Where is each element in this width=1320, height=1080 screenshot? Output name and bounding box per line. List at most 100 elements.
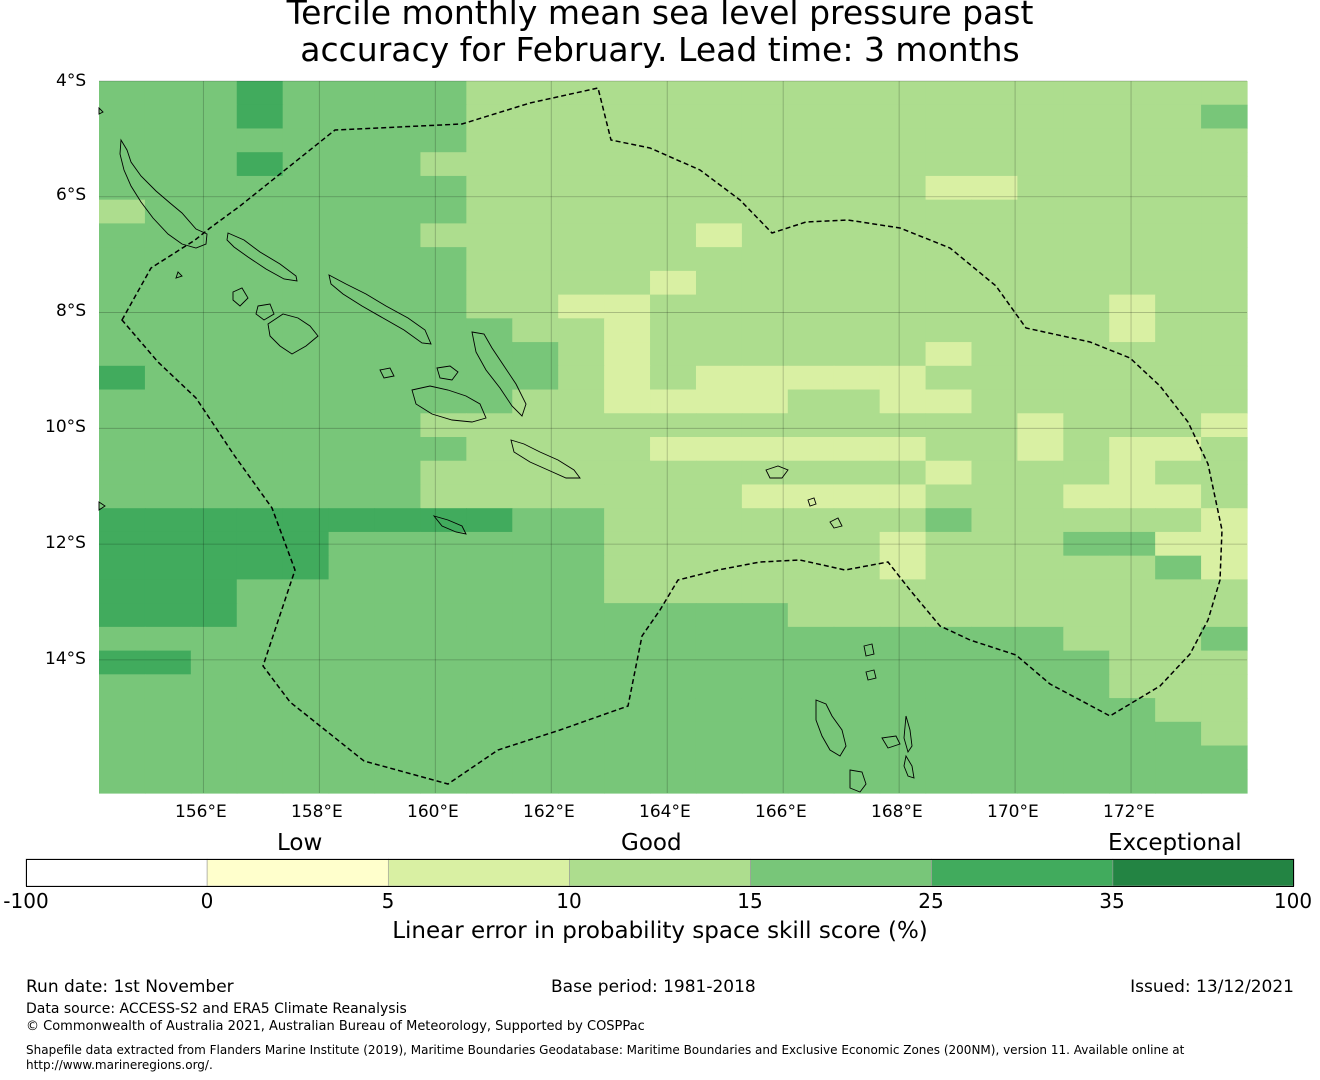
skill-cell (236, 626, 284, 652)
skill-cell (879, 270, 927, 296)
skill-cell (650, 199, 697, 224)
skill-cell (1201, 318, 1248, 343)
skill-cell (374, 104, 422, 130)
skill-cell (787, 128, 835, 153)
skill-cell (328, 531, 376, 557)
skill-cell (1155, 342, 1202, 367)
skill-cell (328, 579, 376, 604)
skill-cell (787, 294, 835, 319)
skill-cell (1017, 603, 1064, 628)
skill-cell (787, 508, 835, 533)
skill-cell (879, 342, 927, 367)
skill-cell (1063, 508, 1110, 533)
skill-cell (466, 437, 513, 462)
skill-cell (374, 437, 422, 462)
skill-cell (787, 104, 835, 130)
skill-cell (420, 769, 467, 794)
skill-cell (741, 365, 789, 391)
skill-cell (512, 484, 559, 509)
skill-cell (879, 81, 927, 106)
skill-cell (650, 460, 697, 486)
skill-cell (144, 555, 192, 580)
skill-cell (833, 270, 881, 296)
skill-cell (144, 484, 192, 509)
skill-cell (282, 603, 330, 628)
skill-cell (971, 128, 1018, 153)
skill-cell (1155, 104, 1202, 130)
skill-cell (420, 270, 467, 296)
skill-cell (1017, 223, 1064, 248)
skill-cell (99, 104, 146, 130)
skill-cell (604, 104, 651, 130)
skill-cell (190, 603, 238, 628)
lon-label-166e: 166°E (755, 802, 807, 822)
skill-cell (1063, 294, 1110, 319)
skill-cell (466, 579, 513, 604)
skill-cell (971, 531, 1018, 557)
skill-cell (328, 413, 376, 438)
skill-cell (282, 769, 330, 794)
skill-cell (604, 721, 651, 747)
skill-cell (466, 626, 513, 652)
skill-cell (512, 223, 559, 248)
skill-cell (741, 318, 789, 343)
skill-cell (144, 508, 192, 533)
skill-cell (604, 175, 651, 201)
skill-cell (328, 650, 376, 675)
skill-cell (512, 745, 559, 770)
skill-cell (1063, 555, 1110, 580)
skill-cell (420, 555, 467, 580)
skill-cell (971, 674, 1018, 699)
skill-cell (558, 437, 605, 462)
skill-cell (833, 460, 881, 486)
skill-cell (971, 769, 1018, 794)
skill-cell (420, 342, 467, 367)
skill-cell (604, 555, 651, 580)
skill-cell (879, 294, 927, 319)
skill-cell (328, 342, 376, 367)
skill-cell (787, 579, 835, 604)
skill-cell (971, 555, 1018, 580)
skill-cell (650, 721, 697, 747)
skill-cell (971, 745, 1018, 770)
skill-cell (99, 650, 146, 675)
skill-cell (971, 81, 1018, 106)
skill-cell (190, 508, 238, 533)
skill-cell (1109, 128, 1156, 153)
skill-cell (650, 603, 697, 628)
skill-cell (1201, 175, 1248, 201)
skill-cell (374, 698, 422, 723)
skill-cell (374, 247, 422, 272)
skill-cell (695, 389, 743, 414)
skill-cell (925, 769, 973, 794)
skill-cell (925, 437, 973, 462)
skill-cell (512, 318, 559, 343)
skill-cell (466, 365, 513, 391)
skill-cell (787, 531, 835, 557)
skill-cell (650, 247, 697, 272)
skill-cell (282, 721, 330, 747)
lon-label-172e: 172°E (1103, 802, 1155, 822)
skill-cell (1017, 81, 1064, 106)
skill-cell (420, 128, 467, 153)
skill-cell (741, 769, 789, 794)
skill-cell (1017, 508, 1064, 533)
skill-cell (282, 484, 330, 509)
skill-cell (282, 199, 330, 224)
skill-cell (144, 389, 192, 414)
skill-cell (374, 81, 422, 106)
skill-cell (144, 152, 192, 177)
skill-cell (558, 365, 605, 391)
skill-cell (558, 270, 605, 296)
skill-cell (833, 769, 881, 794)
skill-cell (787, 223, 835, 248)
skill-cell (1109, 531, 1156, 557)
coast-espiritu-santo (815, 699, 847, 757)
skill-cell (925, 270, 973, 296)
skill-cell (879, 104, 927, 130)
title-line-1: Tercile monthly mean sea level pressure … (286, 0, 1034, 32)
skill-cell (420, 603, 467, 628)
skill-cell (1155, 674, 1202, 699)
skill-cell (1155, 531, 1202, 557)
skill-cell (695, 199, 743, 224)
